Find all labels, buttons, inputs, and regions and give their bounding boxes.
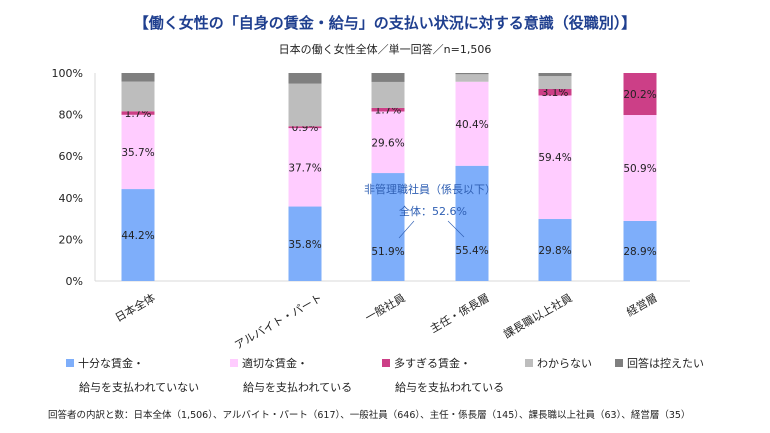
y-tick-label: 80% — [59, 109, 83, 122]
legend-swatch — [615, 359, 623, 367]
legend-swatch — [525, 359, 533, 367]
annotation-leader — [398, 220, 415, 239]
bar-segment — [371, 73, 405, 82]
respondent-note: 回答者の内訳と数：日本全体（1,506）、アルバイト・パート（617）、一般社員… — [48, 410, 691, 421]
bar-segment — [288, 126, 322, 129]
data-label: 35.7% — [121, 147, 154, 159]
bar-segment — [455, 81, 489, 166]
bar-segment — [538, 73, 572, 77]
legend-item-unknown: わからない — [525, 355, 592, 371]
legend-label: 適切な賃金・ — [242, 357, 308, 370]
data-label: 50.9% — [623, 163, 656, 175]
bar-segment — [371, 81, 405, 108]
legend-item-excessive: 多すぎる賃金・給与を支払われている — [382, 355, 504, 395]
bar-segment — [538, 76, 572, 90]
annotation-label: 非管理職社員（係長以下） — [364, 182, 496, 196]
data-label: 29.8% — [538, 245, 571, 257]
data-label: 55.4% — [455, 245, 488, 257]
data-label: 28.9% — [623, 246, 656, 258]
bar-segment — [371, 173, 405, 281]
bar-segment — [121, 114, 155, 190]
legend-swatch — [382, 359, 390, 367]
chart-title: 【働く女性の「自身の賃金・給与」の支払い状況に対する意識（役職別）】 — [133, 14, 637, 32]
y-tick-label: 0% — [66, 275, 83, 288]
annotation-value: 全体：52.6% — [399, 204, 467, 218]
x-tick-label: 一般社員 — [362, 290, 407, 324]
data-label: 37.7% — [288, 162, 321, 174]
data-label: 59.4% — [538, 152, 571, 164]
legend-item-no-answer: 回答は控えたい — [615, 355, 704, 371]
bar-segment — [455, 74, 489, 82]
x-tick-label: 経営層 — [624, 290, 660, 319]
legend-swatch — [66, 359, 74, 367]
data-label: 44.2% — [121, 230, 154, 242]
x-tick-label: 日本全体 — [112, 290, 157, 324]
bar-segment — [623, 220, 657, 281]
legend-item-appropriate: 適切な賃金・給与を支払われている — [230, 355, 352, 395]
bar-segment — [538, 219, 572, 281]
bar-segment — [121, 189, 155, 281]
data-label: 3.1% — [542, 87, 569, 99]
annotation-leader — [447, 220, 465, 238]
x-tick-label: アルバイト・パート — [232, 291, 324, 352]
data-label: 35.8% — [288, 239, 321, 251]
chart-subtitle: 日本の働く女性全体／単一回答／n=1,506 — [278, 43, 492, 56]
bar-segment — [288, 206, 322, 281]
bar-segment — [288, 73, 322, 84]
bar-segment — [121, 73, 155, 82]
legend-label: 十分な賃金・ — [78, 357, 144, 370]
y-tick-label: 100% — [52, 67, 83, 80]
bar-segment — [455, 165, 489, 281]
legend-label: 多すぎる賃金・ — [394, 357, 471, 370]
bar-segment — [538, 89, 572, 96]
bar-segment — [121, 81, 155, 112]
x-tick-label: 主任・係長層 — [428, 291, 492, 335]
legend-label-line2: 給与を支払われている — [243, 381, 353, 394]
data-label: 29.6% — [371, 137, 404, 149]
bar-segment — [538, 95, 572, 220]
y-tick-label: 20% — [59, 233, 83, 246]
data-label: 51.9% — [371, 246, 404, 258]
bar-segment — [371, 107, 405, 112]
bar-segment — [371, 111, 405, 174]
bar-segment — [288, 128, 322, 207]
legend-label: 回答は控えたい — [627, 357, 704, 370]
legend-label: わからない — [537, 357, 592, 370]
legend-label-line2: 給与を支払われている — [395, 381, 505, 394]
y-tick-label: 60% — [59, 150, 83, 163]
legend-swatch — [230, 359, 238, 367]
data-label: 20.2% — [623, 89, 656, 101]
x-tick-label: 課長職以上社員 — [501, 290, 575, 341]
bar-segment — [623, 73, 657, 116]
legend-label-line2: 給与を支払われていない — [79, 381, 200, 394]
bar-segment — [121, 111, 155, 115]
bar-segment — [623, 115, 657, 221]
bar-segment — [455, 73, 489, 75]
bar-segment — [288, 83, 322, 127]
y-tick-label: 40% — [59, 192, 83, 205]
legend-item-insufficient: 十分な賃金・給与を支払われていない — [66, 355, 199, 395]
data-label: 40.4% — [455, 119, 488, 131]
